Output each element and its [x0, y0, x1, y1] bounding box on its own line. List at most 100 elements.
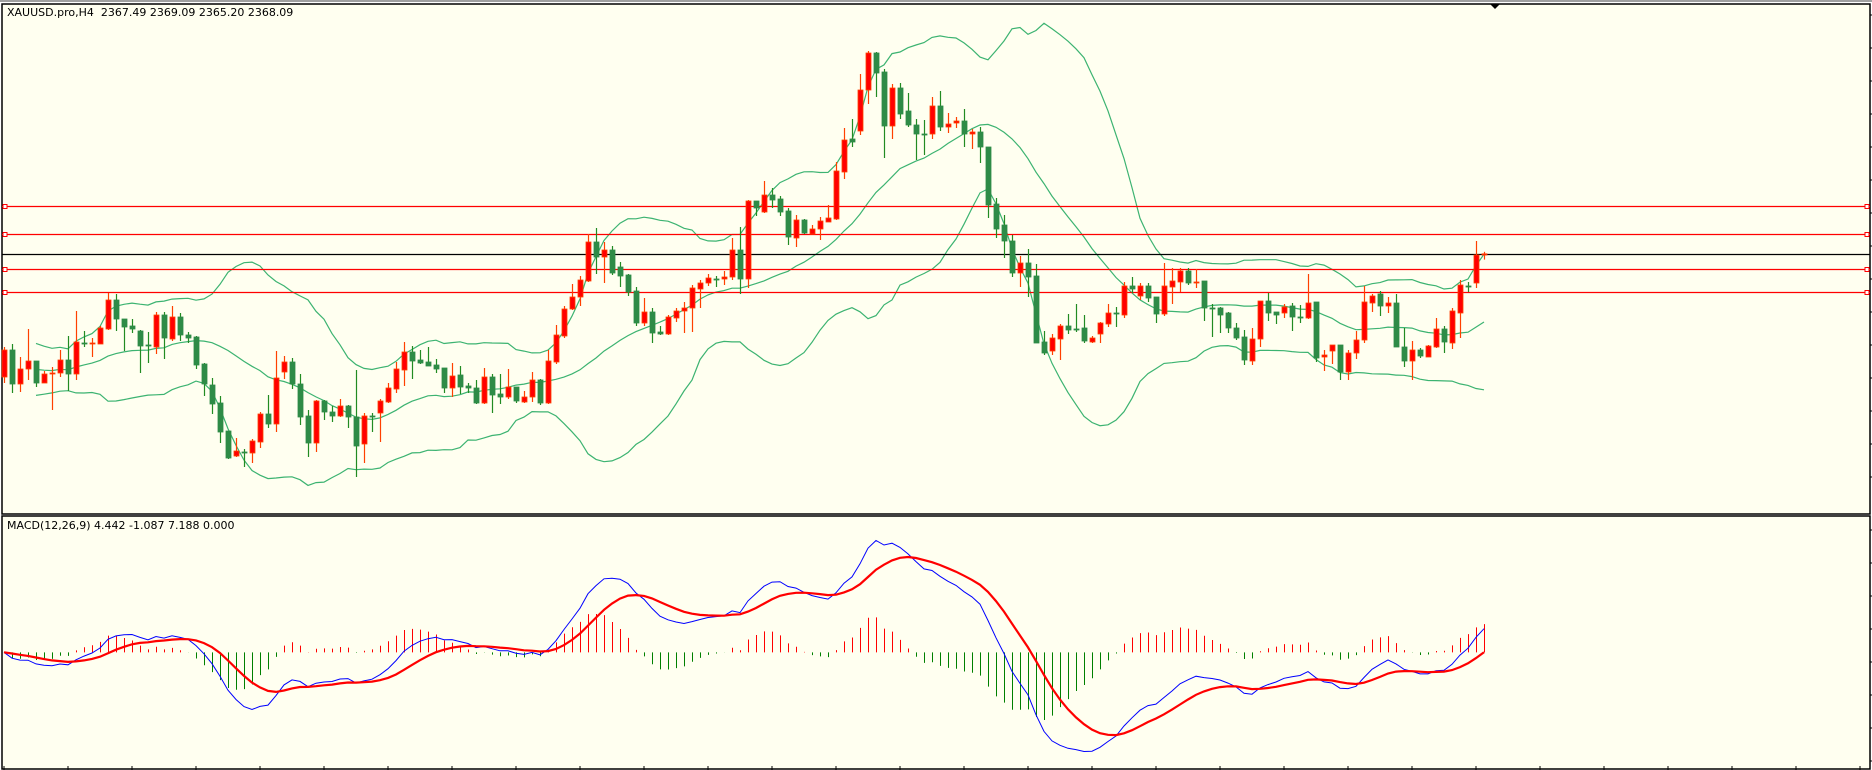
bearish-candle	[409, 351, 416, 362]
chart-shift-marker-icon[interactable]	[1490, 4, 1500, 9]
bullish-candle	[1425, 345, 1432, 358]
bearish-candle	[801, 219, 808, 234]
bullish-candle	[1305, 302, 1312, 319]
bearish-candle	[1441, 328, 1448, 343]
level-handle-right	[1864, 267, 1870, 272]
bullish-candle	[969, 131, 976, 135]
bullish-candle	[89, 342, 96, 345]
bullish-candle	[1257, 300, 1264, 340]
bearish-candle	[177, 316, 184, 336]
bearish-candle	[1025, 262, 1032, 278]
bullish-candle	[841, 139, 848, 173]
bullish-candle	[817, 220, 824, 230]
bearish-candle	[345, 405, 352, 418]
bearish-candle	[1225, 312, 1232, 329]
macd-signal-line	[3, 555, 1485, 737]
bearish-candle	[873, 52, 880, 74]
bullish-candle	[1169, 280, 1176, 288]
bearish-candle	[193, 336, 200, 366]
bullish-candle	[689, 287, 696, 309]
bearish-candle	[1377, 293, 1384, 307]
bearish-candle	[1129, 285, 1136, 290]
bullish-candle	[257, 413, 264, 443]
bullish-candle	[1409, 349, 1416, 362]
bearish-candle	[369, 415, 376, 418]
bullish-candle	[585, 241, 592, 282]
level-handle-left	[2, 290, 8, 295]
bearish-candle	[1313, 301, 1320, 359]
bullish-candle	[1281, 306, 1288, 314]
bearish-candle	[217, 402, 224, 433]
candlesticks	[1, 51, 1488, 477]
bearish-candle	[417, 359, 424, 364]
bearish-candle	[1145, 285, 1152, 299]
bullish-candle	[577, 279, 584, 298]
bullish-candle	[953, 120, 960, 124]
bullish-candle	[249, 440, 256, 454]
bearish-candle	[777, 198, 784, 213]
bearish-candle	[1417, 349, 1424, 357]
bearish-candle	[185, 334, 192, 339]
horizontal-levels[interactable]	[2, 204, 1870, 295]
bearish-candle	[225, 430, 232, 459]
bearish-candle	[1297, 316, 1304, 319]
bullish-candle	[697, 282, 704, 290]
bearish-candle	[513, 386, 520, 402]
bearish-candle	[649, 311, 656, 334]
bearish-candle	[9, 349, 16, 385]
bullish-candle	[1361, 301, 1368, 341]
bullish-candle	[1057, 325, 1064, 340]
bullish-candle	[929, 105, 936, 135]
bullish-candle	[1017, 262, 1024, 274]
bullish-candle	[385, 387, 392, 403]
bullish-candle	[745, 200, 752, 280]
bearish-candle	[1217, 307, 1224, 316]
bullish-candle	[97, 327, 104, 345]
bullish-candle	[401, 351, 408, 371]
bearish-candle	[129, 325, 136, 330]
bearish-candle	[65, 359, 72, 375]
bullish-candle	[833, 170, 840, 220]
bearish-candle	[441, 367, 448, 389]
bullish-candle	[449, 375, 456, 389]
bearish-candle	[1033, 275, 1040, 344]
bearish-candle	[913, 124, 920, 135]
level-handle-left	[2, 267, 8, 272]
bearish-candle	[713, 278, 720, 281]
window-top-border	[0, 0, 1872, 2]
bullish-candle	[1353, 339, 1360, 354]
bullish-candle	[665, 316, 672, 335]
bearish-candle	[353, 416, 360, 447]
bullish-candle	[1473, 254, 1480, 284]
bearish-candle	[753, 200, 760, 209]
bearish-candle	[473, 387, 480, 404]
bullish-candle	[1, 349, 8, 378]
bullish-candle	[761, 194, 768, 213]
level-handle-right	[1864, 232, 1870, 237]
bearish-candle	[321, 400, 328, 413]
bearish-candle	[1401, 346, 1408, 362]
price-panel[interactable]	[1, 3, 1871, 515]
bullish-candle	[945, 123, 952, 128]
bearish-candle	[329, 411, 336, 417]
bullish-candle	[1345, 352, 1352, 373]
bearish-candle	[33, 360, 40, 384]
bearish-candle	[961, 120, 968, 135]
bearish-candle	[785, 210, 792, 238]
macd-panel[interactable]	[1, 515, 1871, 770]
bearish-candle	[1001, 224, 1008, 242]
bollinger-upper-band	[35, 22, 1485, 371]
bearish-candle	[1209, 307, 1216, 310]
bullish-candle	[1249, 338, 1256, 362]
bearish-candle	[633, 290, 640, 324]
bullish-candle	[1089, 337, 1096, 343]
bullish-candle	[505, 386, 512, 398]
bullish-candle	[1137, 285, 1144, 297]
bullish-candle	[553, 334, 560, 363]
level-handle-right	[1864, 290, 1870, 295]
bearish-candle	[497, 393, 504, 398]
bearish-candle	[977, 131, 984, 148]
bearish-candle	[993, 203, 1000, 230]
bullish-candle	[865, 52, 872, 91]
